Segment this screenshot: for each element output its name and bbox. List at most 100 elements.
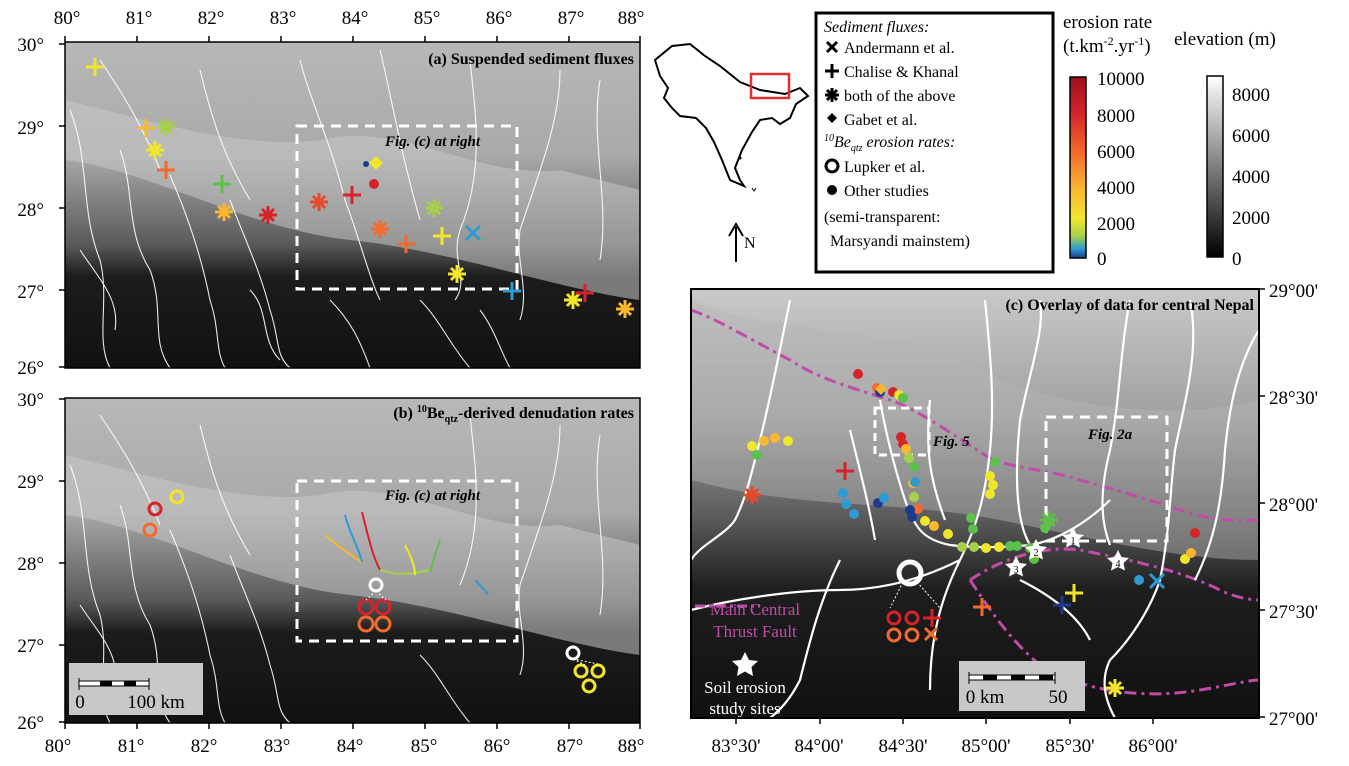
panel-c-rivers <box>690 299 1260 719</box>
tick-top-lon: 81° <box>126 8 153 29</box>
marker-both <box>564 291 582 309</box>
panel-a-flux-markers <box>86 58 634 318</box>
panel-b-bottom-axis: 80° 81° 82° 83° 84° 85° 86° 87° 88° <box>45 723 645 757</box>
tick-c-lon: 85°00' <box>961 736 1010 757</box>
soil-label-1: Soil erosion <box>704 678 786 697</box>
tick-c-lon: 83°30' <box>711 736 760 757</box>
marker-both <box>448 265 466 283</box>
marker-chalise <box>343 186 361 204</box>
tick-lat-a: 26° <box>17 358 44 379</box>
site-number: 1 <box>1071 536 1076 547</box>
star-icon: 1 <box>1062 527 1084 548</box>
soil-legend: Soil erosion study sites <box>704 652 786 718</box>
tick-top-lon: 88° <box>618 8 645 29</box>
mct-label-2: Thrust Fault <box>713 622 797 641</box>
tick-bottom-lon: 80° <box>45 736 72 757</box>
chalise-icon <box>825 64 839 78</box>
site-number: 4 <box>1116 559 1121 570</box>
marker-both <box>146 141 164 159</box>
panel-b-left-axis: 30° 29° 28° 27° 26° <box>17 390 65 734</box>
tick-top-lon: 86° <box>486 8 513 29</box>
tick-c-lon: 86°00' <box>1128 736 1177 757</box>
star-icon: 4 <box>1107 550 1129 571</box>
north-arrow: N <box>728 222 756 262</box>
north-label: N <box>744 235 756 252</box>
erosion-title: erosion rate <box>1063 12 1152 33</box>
marker-chalise <box>836 462 854 480</box>
other-studies-icon <box>827 185 837 195</box>
elevation-tick: 2000 <box>1232 208 1270 229</box>
elevation-tick: 6000 <box>1232 126 1270 147</box>
tick-c-lat: 27°00' <box>1269 709 1318 730</box>
legend-item: Lupker et al. <box>844 159 925 176</box>
fig5-box <box>873 406 931 457</box>
legend-item: Andermann et al. <box>844 40 955 57</box>
marker-both <box>157 118 175 136</box>
marker-andermann <box>1148 572 1166 590</box>
soil-label-2: study sites <box>709 699 780 718</box>
tick-bottom-lon: 85° <box>411 736 438 757</box>
panel-b-scale-bar: 0 100 km <box>69 663 203 715</box>
marker-both <box>310 193 328 211</box>
panel-b-rivers <box>69 414 604 724</box>
tick-bottom-lon: 81° <box>118 736 145 757</box>
tick-lat-a: 30° <box>17 35 44 56</box>
mct-legend: Main Central Thrust Fault <box>695 600 800 641</box>
marker-andermann <box>464 224 482 242</box>
marker-chalise <box>503 282 521 300</box>
mct-label-1: Main Central <box>710 600 800 619</box>
elevation-title: elevation (m) <box>1174 29 1276 50</box>
fig2a-box <box>1044 415 1169 543</box>
panel-b-box-label: Fig. (c) at right <box>384 488 481 504</box>
tick-lat-b: 29° <box>17 472 44 493</box>
marker-lupker <box>357 615 375 633</box>
panel-b-title: (b) 10Beqtz-derived denudation rates <box>393 404 634 425</box>
marker-gabet <box>369 156 383 170</box>
marker-lupker <box>147 501 163 517</box>
tick-lat-a: 28° <box>17 200 44 221</box>
both-icon <box>825 88 839 102</box>
panel-c-highlands <box>691 300 1259 560</box>
tick-top-lon: 80° <box>54 8 81 29</box>
panel-a-top-axis: 80° 81° 82° 83° 84° 85° 86° 87° 88° <box>54 8 645 43</box>
marker-chalise <box>397 235 415 253</box>
tick-lat-b: 26° <box>17 713 44 734</box>
panel-b-be-markers <box>142 489 606 694</box>
elevation-tick: 0 <box>1232 249 1242 270</box>
marker-chalise <box>1065 584 1083 602</box>
marker-chalise <box>433 227 451 245</box>
tick-bottom-lon: 88° <box>618 736 645 757</box>
panel-b-study-streams <box>324 511 489 596</box>
panel-c-scale-bar: 0 km 50 <box>959 661 1085 711</box>
tick-lat-a: 27° <box>17 282 44 303</box>
tick-c-lon: 84°00' <box>794 736 843 757</box>
marker-chalise <box>137 119 155 137</box>
legend: Sediment fluxes: Andermann et al. Chalis… <box>814 11 1055 274</box>
india-outline <box>653 42 810 189</box>
mct-fault-lines <box>690 308 1260 696</box>
fig2a-label: Fig. 2a <box>1087 427 1133 443</box>
star-icon: 3 <box>1005 556 1027 577</box>
marker-lupker <box>142 522 158 538</box>
panel-c-flux-markers <box>743 383 1166 697</box>
marker-chalise <box>157 161 175 179</box>
marker-chalise <box>576 284 594 302</box>
india-inset-map: N <box>653 42 810 262</box>
scale-c-right: 50 <box>1049 687 1068 708</box>
marker-both <box>743 486 761 504</box>
marker-lupker <box>169 489 185 505</box>
panel-b: Fig. (c) at right (b) 10Beqtz-derived de… <box>64 397 641 724</box>
marker-both <box>425 199 443 217</box>
panel-c-terrain <box>691 289 1259 718</box>
fig5-label: Fig. 5 <box>932 434 970 450</box>
scale-c-left: 0 km <box>966 687 1005 708</box>
marker-both <box>371 220 389 238</box>
panel-a-box-label: Fig. (c) at right <box>384 134 481 150</box>
erosion-tick: 10000 <box>1097 69 1145 90</box>
tick-top-lon: 87° <box>558 8 585 29</box>
tick-lat-b: 28° <box>17 554 44 575</box>
marker-chalise <box>973 598 991 616</box>
panel-b-fig-c-box <box>295 479 519 643</box>
elevation-gradient <box>1206 75 1224 258</box>
erosion-units: (t.km-2.yr-1) <box>1063 34 1151 57</box>
